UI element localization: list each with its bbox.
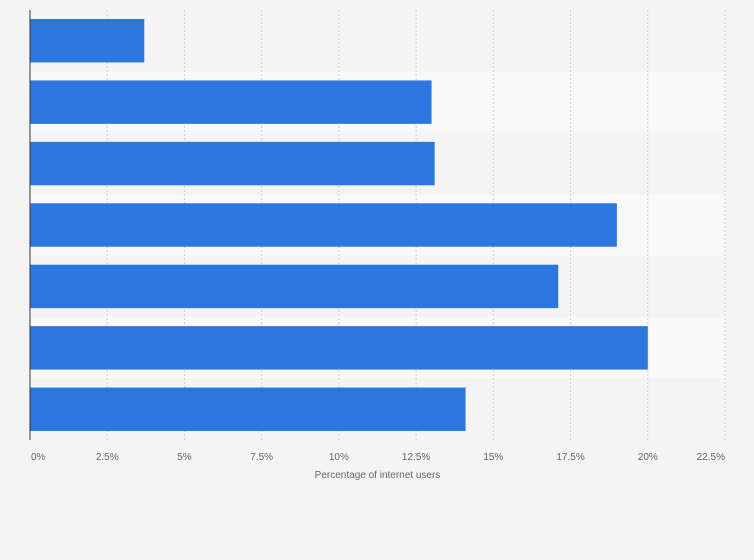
- bar[interactable]: [30, 19, 145, 63]
- x-tick-label: 20%: [638, 452, 658, 463]
- x-tick-label: 2.5%: [96, 452, 119, 463]
- x-tick-label: 15%: [483, 452, 503, 463]
- x-tick-labels: 0% 2.5% 5% 7.5% 10% 12.5% 15% 17.5% 20% 22.5%: [31, 452, 725, 463]
- x-tick-label: 7.5%: [250, 452, 273, 463]
- bar[interactable]: [30, 141, 435, 186]
- x-tick-label: 12.5%: [402, 452, 430, 463]
- bar[interactable]: [30, 80, 432, 124]
- x-tick-label: 0%: [31, 452, 46, 463]
- x-axis-title: Percentage of internet users: [315, 470, 441, 481]
- bars: [30, 19, 648, 431]
- x-tick-label: 5%: [177, 452, 192, 463]
- x-tick-label: 22.5%: [697, 452, 725, 463]
- x-tick-label: 17.5%: [556, 452, 584, 463]
- bar[interactable]: [30, 387, 466, 431]
- bar[interactable]: [30, 203, 617, 247]
- x-tick-label: 10%: [329, 452, 349, 463]
- bar[interactable]: [30, 264, 559, 309]
- bar[interactable]: [30, 326, 648, 370]
